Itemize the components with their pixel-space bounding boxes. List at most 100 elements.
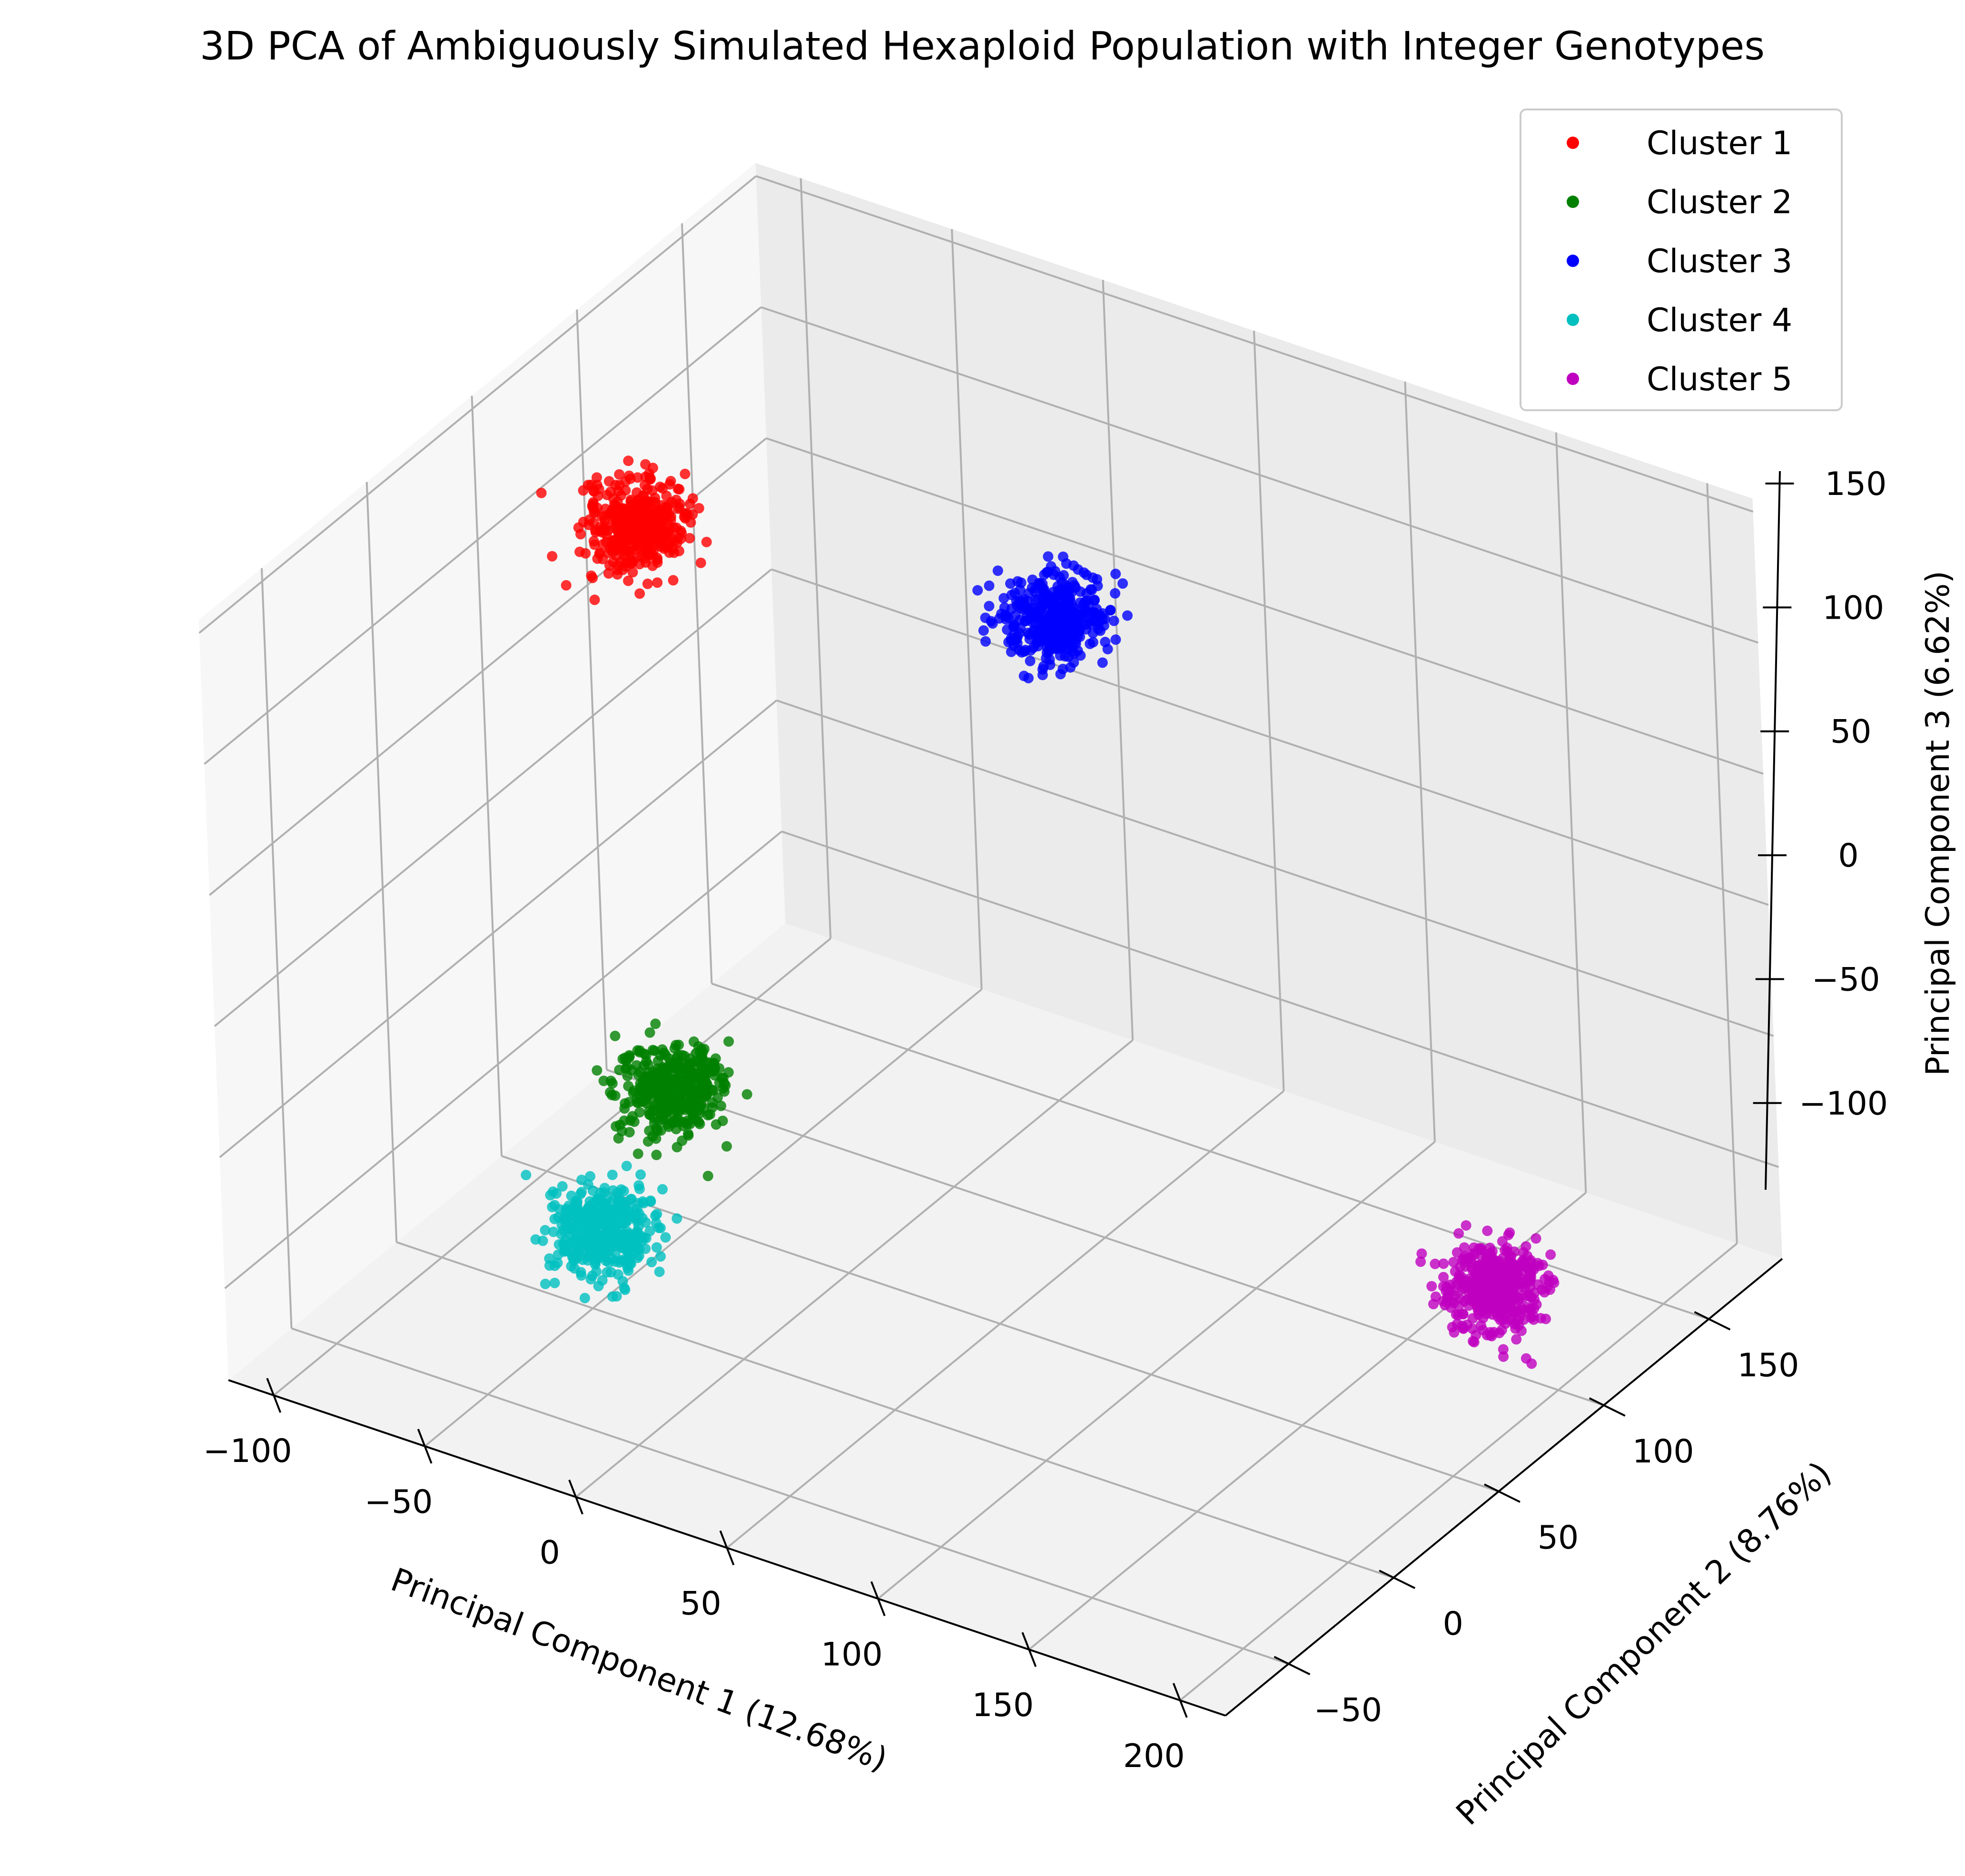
data-point	[1438, 1258, 1449, 1269]
data-point	[633, 495, 644, 506]
data-point	[581, 1220, 591, 1231]
legend-marker	[1567, 255, 1579, 267]
data-point	[1509, 1307, 1520, 1318]
data-point	[644, 1109, 655, 1120]
data-point	[1041, 598, 1052, 609]
data-point	[1528, 1314, 1539, 1325]
data-point	[644, 1027, 655, 1038]
series-2	[592, 1018, 752, 1182]
data-point	[573, 1227, 584, 1238]
data-point	[632, 472, 643, 483]
y-grid-line	[396, 1241, 1394, 1579]
data-point	[1015, 595, 1026, 606]
data-point	[1068, 657, 1079, 668]
data-point	[650, 1210, 661, 1221]
data-point	[585, 1171, 596, 1182]
x-grid-line	[951, 229, 983, 989]
data-point	[1122, 610, 1133, 621]
x-grid-line	[424, 988, 982, 1447]
data-point	[1019, 646, 1030, 657]
data-point	[1496, 1324, 1507, 1335]
data-point	[984, 580, 995, 591]
data-point	[615, 490, 626, 501]
x-tick-label: 150	[972, 1687, 1034, 1724]
legend-marker	[1567, 314, 1579, 326]
x-grid-line	[1706, 483, 1738, 1244]
z-tick-label: 0	[1838, 837, 1858, 875]
data-point	[593, 1193, 604, 1204]
data-point	[1525, 1304, 1536, 1315]
data-point	[1473, 1260, 1484, 1271]
y-grid-line	[260, 568, 293, 1329]
data-point	[1041, 652, 1052, 663]
x-grid-line	[726, 1090, 1284, 1549]
y-tick-label: −50	[1314, 1691, 1382, 1729]
data-point	[592, 472, 602, 483]
data-point	[561, 580, 572, 591]
x-tick-label: −100	[203, 1432, 292, 1470]
data-point	[1495, 1278, 1506, 1289]
z-grid-line	[204, 306, 762, 765]
data-point	[632, 1093, 642, 1104]
data-point	[651, 1149, 662, 1160]
data-point	[672, 532, 683, 543]
data-point	[1110, 568, 1121, 579]
data-point	[605, 1267, 616, 1278]
data-point	[1018, 671, 1029, 681]
data-point	[682, 1098, 693, 1109]
y-grid-line	[501, 1155, 1499, 1492]
data-point	[607, 1291, 618, 1302]
data-point	[992, 565, 1003, 576]
data-point	[1073, 564, 1084, 575]
data-point	[1511, 1334, 1522, 1345]
data-point	[549, 1277, 560, 1288]
data-point	[1059, 618, 1070, 629]
series-5	[1415, 1220, 1560, 1369]
data-point	[1539, 1287, 1550, 1298]
data-point	[697, 1076, 708, 1087]
data-point	[1482, 1225, 1493, 1236]
data-point	[669, 1043, 680, 1054]
z-grid-line	[755, 175, 1754, 513]
data-point	[547, 551, 558, 562]
data-point	[1030, 619, 1041, 630]
x-grid-line	[575, 1039, 1134, 1498]
series-3	[972, 551, 1133, 683]
data-point	[614, 469, 625, 480]
x-tick-label: 50	[680, 1585, 721, 1623]
data-point	[641, 511, 652, 522]
data-point	[633, 1250, 644, 1261]
y-grid-line	[681, 223, 713, 984]
y-tick	[1694, 1311, 1731, 1331]
data-point	[584, 514, 595, 525]
x-tick	[1172, 1683, 1188, 1718]
data-point	[1468, 1289, 1479, 1300]
y-tick-label: 150	[1738, 1347, 1799, 1384]
data-point	[1467, 1313, 1478, 1324]
data-point	[592, 1065, 602, 1076]
data-point	[559, 1240, 570, 1251]
data-point	[1471, 1270, 1481, 1281]
data-point	[687, 493, 698, 504]
data-point	[1055, 669, 1066, 680]
x-tick	[266, 1378, 282, 1413]
y-tick	[1484, 1483, 1521, 1503]
data-point	[707, 1102, 718, 1113]
data-point	[1075, 632, 1086, 642]
data-point	[579, 1293, 590, 1303]
data-point	[1025, 656, 1036, 666]
data-points	[521, 455, 1560, 1369]
data-point	[1029, 609, 1040, 620]
data-point	[599, 1217, 610, 1228]
legend-frame	[1520, 109, 1843, 411]
data-point	[627, 1111, 638, 1122]
data-point	[621, 1161, 632, 1172]
data-point	[1081, 595, 1092, 606]
data-point	[741, 1089, 752, 1100]
data-point	[987, 618, 998, 629]
data-point	[1050, 614, 1061, 625]
data-point	[540, 1278, 551, 1289]
data-point	[648, 1066, 659, 1077]
data-point	[1037, 670, 1048, 681]
data-point	[557, 1181, 568, 1192]
